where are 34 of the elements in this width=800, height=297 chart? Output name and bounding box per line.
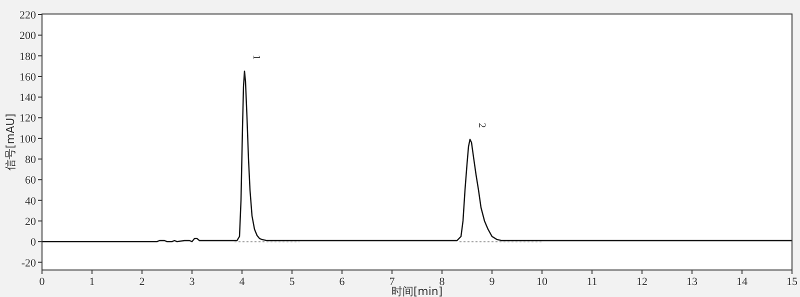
x-tick-label: 5: [289, 276, 296, 288]
annotation: 1: [250, 54, 262, 60]
y-tick-label: -20: [21, 257, 36, 270]
y-tick-label: 120: [20, 112, 36, 125]
line-series: [41, 70, 793, 242]
y-tick-label: 220: [20, 10, 36, 22]
x-tick-label: 0: [39, 276, 46, 288]
y-tick-label: 180: [20, 50, 36, 63]
x-tick-label: 12: [636, 276, 648, 288]
x-tick-label: 6: [339, 276, 346, 288]
annotation: 2: [476, 122, 487, 128]
x-tick-label: 7: [389, 276, 396, 288]
x-tick-label: 9: [489, 276, 496, 288]
x-tick-label: 2: [139, 276, 145, 288]
x-tick-label: 8: [439, 276, 446, 288]
x-tick-label: 10: [536, 276, 548, 288]
y-axis-title: 信号[mAU]: [4, 114, 17, 170]
y-tick-label: 100: [20, 133, 36, 146]
y-tick-label: 200: [20, 30, 36, 42]
y-tick-label: 60: [25, 174, 36, 187]
y-tick-label: 80: [25, 154, 36, 166]
y-tick-label: 160: [20, 71, 36, 84]
x-axis-title: 时间[min]: [391, 285, 443, 297]
x-tick-label: 3: [189, 276, 196, 288]
x-tick-label: 1: [89, 276, 95, 288]
x-tick-label: 15: [786, 276, 798, 288]
y-tick-label: 0: [30, 236, 36, 249]
x-tick-label: 4: [239, 276, 246, 288]
x-tick-label: 14: [736, 276, 748, 288]
y-tick-label: 40: [25, 195, 36, 208]
x-tick-label: 11: [586, 276, 598, 288]
x-tick-label: 13: [686, 276, 698, 288]
y-tick-label: 140: [20, 92, 36, 104]
y-tick-label: 20: [25, 216, 36, 228]
